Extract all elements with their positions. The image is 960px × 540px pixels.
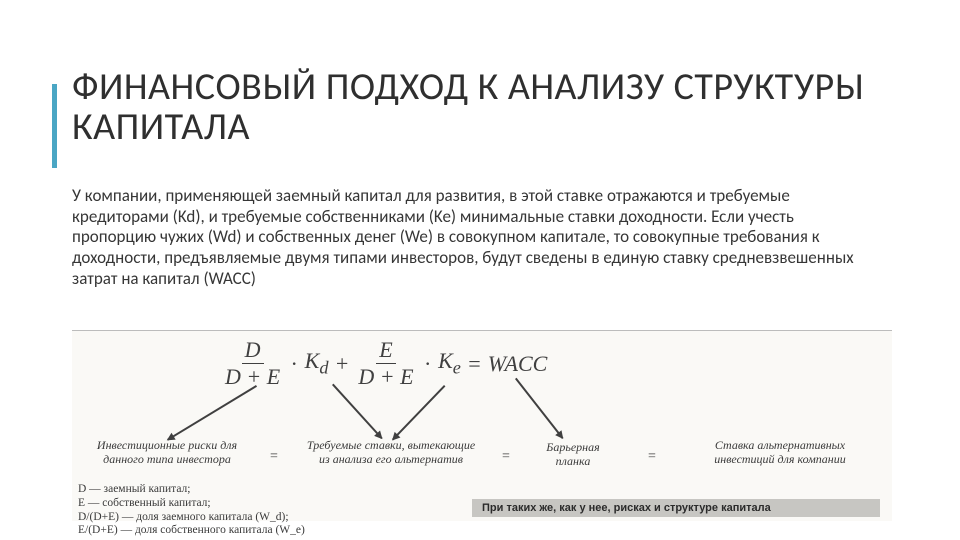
cdot: · (289, 351, 299, 377)
legend-e: E — собственный капитал; (78, 497, 378, 511)
legend-block: D — заемный капитал; E — собственный кап… (78, 483, 378, 538)
fraction-e: E D + E (355, 339, 416, 388)
annotation-hurdle: Барьерная планка (528, 441, 618, 469)
eq-2: = (502, 449, 510, 465)
annotation-alt-rate: Ставка альтернативных инвестиций для ком… (690, 439, 870, 467)
wacc-figure: D D + E · Kd + E D + E · Ke = WACC Инвес… (72, 330, 892, 521)
ke-symbol: Ke (438, 348, 461, 378)
frac1-num: D (242, 339, 264, 364)
arrow (332, 384, 382, 439)
title-accent-bar (52, 84, 57, 168)
frac2-den: D + E (355, 364, 416, 388)
frac2-num: E (376, 339, 395, 364)
annotation-required-rates: Требуемые ставки, вытекающие из анализа … (306, 439, 476, 467)
legend-we: E/(D+E) — доля собственного капитала (W_… (78, 524, 378, 538)
eq-3: = (648, 449, 656, 465)
arrow (392, 385, 445, 440)
slide: ФИНАНСОВЫЙ ПОДХОД К АНАЛИЗУ СТРУКТУРЫ КА… (0, 0, 960, 540)
footer-strip: При таких же, как у нее, рисках и структ… (472, 499, 880, 517)
wacc-formula: D D + E · Kd + E D + E · Ke = WACC (222, 339, 782, 388)
slide-title: ФИНАНСОВЫЙ ПОДХОД К АНАЛИЗУ СТРУКТУРЫ КА… (72, 68, 892, 148)
legend-wd: D/(D+E) — доля заемного капитала (W_d); (78, 511, 378, 525)
frac1-den: D + E (222, 364, 283, 388)
cdot: · (423, 351, 433, 377)
plus-sign: + (335, 351, 350, 377)
annotation-investment-risks: Инвестиционные риски для данного типа ин… (92, 439, 242, 467)
fraction-d: D D + E (222, 339, 283, 388)
body-paragraph: У компании, применяющей заемный капитал … (72, 186, 872, 290)
wacc-symbol: WACC (488, 351, 548, 377)
legend-d: D — заемный капитал; (78, 483, 378, 497)
kd-symbol: Kd (305, 348, 329, 378)
eq-1: = (270, 449, 278, 465)
arrow (167, 385, 257, 440)
equals-sign: = (467, 351, 482, 377)
